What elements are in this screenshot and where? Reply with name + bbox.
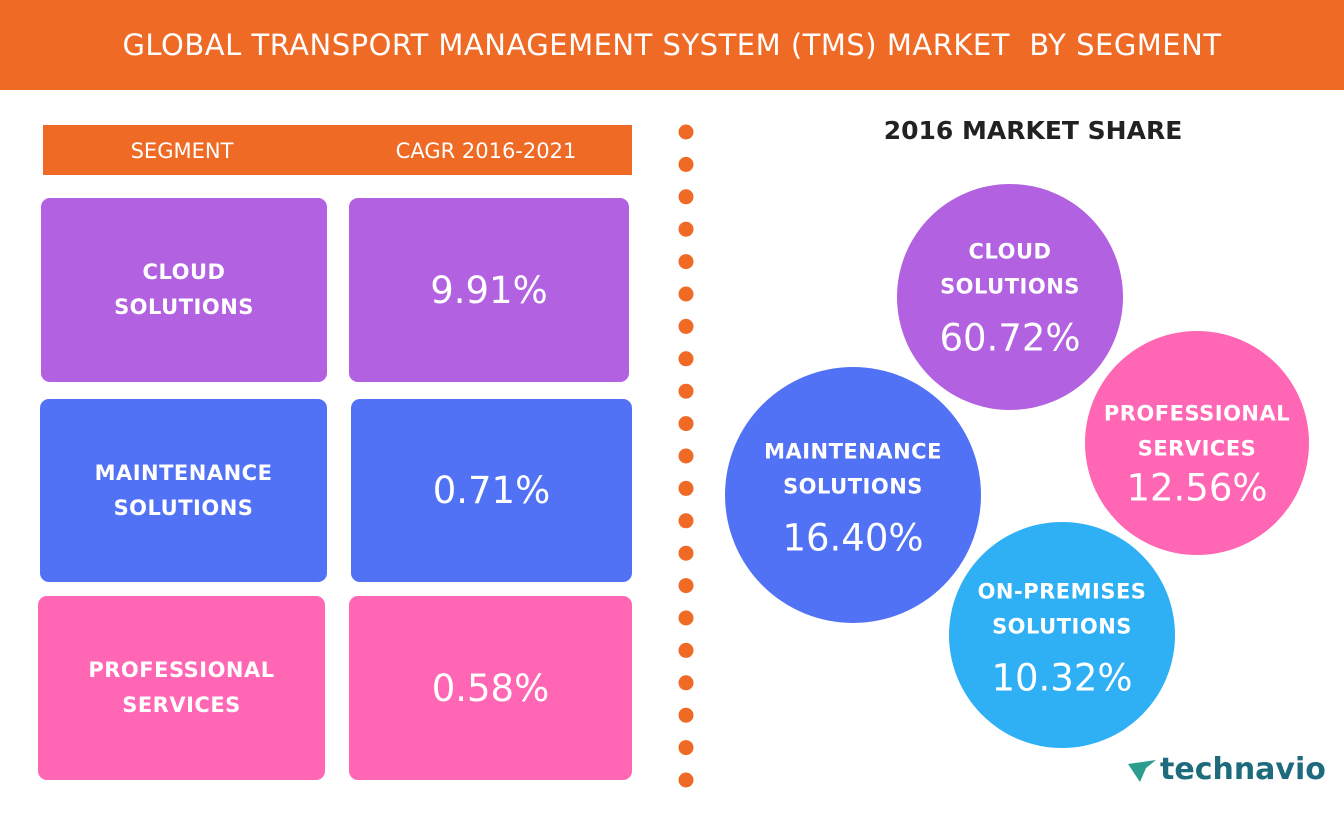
bubble-value: 60.72% [939,316,1081,360]
divider-dot [678,189,694,205]
divider-dot [678,286,694,302]
divider-dot [678,156,694,172]
bubble [725,367,981,623]
divider-dot [678,351,694,367]
divider-dot [678,642,694,658]
divider-dot [678,383,694,399]
divider-dot [678,772,694,788]
divider-dot [678,740,694,756]
segment-cell: PROFESSIONAL SERVICES [38,596,325,780]
bubble-name: PROFESSIONAL SERVICES [1103,401,1291,461]
bubble [1085,331,1309,555]
bubble-value: 12.56% [1126,466,1268,510]
header-title: GLOBAL TRANSPORT MANAGEMENT SYSTEM (TMS)… [0,0,1344,90]
divider-dot [678,448,694,464]
bubble-label: CLOUD SOLUTIONS 60.72% [925,235,1095,360]
divider-dot [678,124,694,140]
cagr-cell: 9.91% [349,198,629,382]
segment-cell: MAINTENANCE SOLUTIONS [40,399,327,582]
bubble-name: CLOUD SOLUTIONS [940,239,1080,299]
brand: technavio [1160,752,1326,787]
column-header: SEGMENT [130,139,234,163]
divider-dot [678,513,694,529]
divider-dot [678,221,694,237]
cagr-cell: 0.58% [349,596,632,780]
table-header: SEGMENT CAGR 2016-2021 [43,125,632,175]
divider-dot [678,254,694,270]
divider-dot [678,675,694,691]
divider-dot [678,318,694,334]
cagr-cell: 0.71% [351,399,632,582]
divider-dot [678,610,694,626]
divider-dot [678,545,694,561]
bubble-label: MAINTENANCE SOLUTIONS 16.40% [748,435,958,560]
column-header: CAGR 2016-2021 [395,139,577,163]
market-share-title: 2016 MARKET SHARE [883,116,1183,145]
divider-dot [678,707,694,723]
bubble-value: 16.40% [782,516,924,560]
bubble-name: MAINTENANCE SOLUTIONS [764,439,942,499]
logo-mark [1128,760,1156,782]
bubble-label: ON-PREMISES SOLUTIONS 10.32% [962,575,1162,700]
divider-dot [678,578,694,594]
bubble-name: ON-PREMISES SOLUTIONS [977,579,1147,639]
divider-dot [678,416,694,432]
bubble [897,184,1123,410]
divider-dot [678,480,694,496]
bubble [949,522,1175,748]
bubble-value: 10.32% [991,656,1133,700]
segment-cell: CLOUD SOLUTIONS [41,198,327,382]
bubble-label: PROFESSIONAL SERVICES 12.56% [1097,397,1297,510]
